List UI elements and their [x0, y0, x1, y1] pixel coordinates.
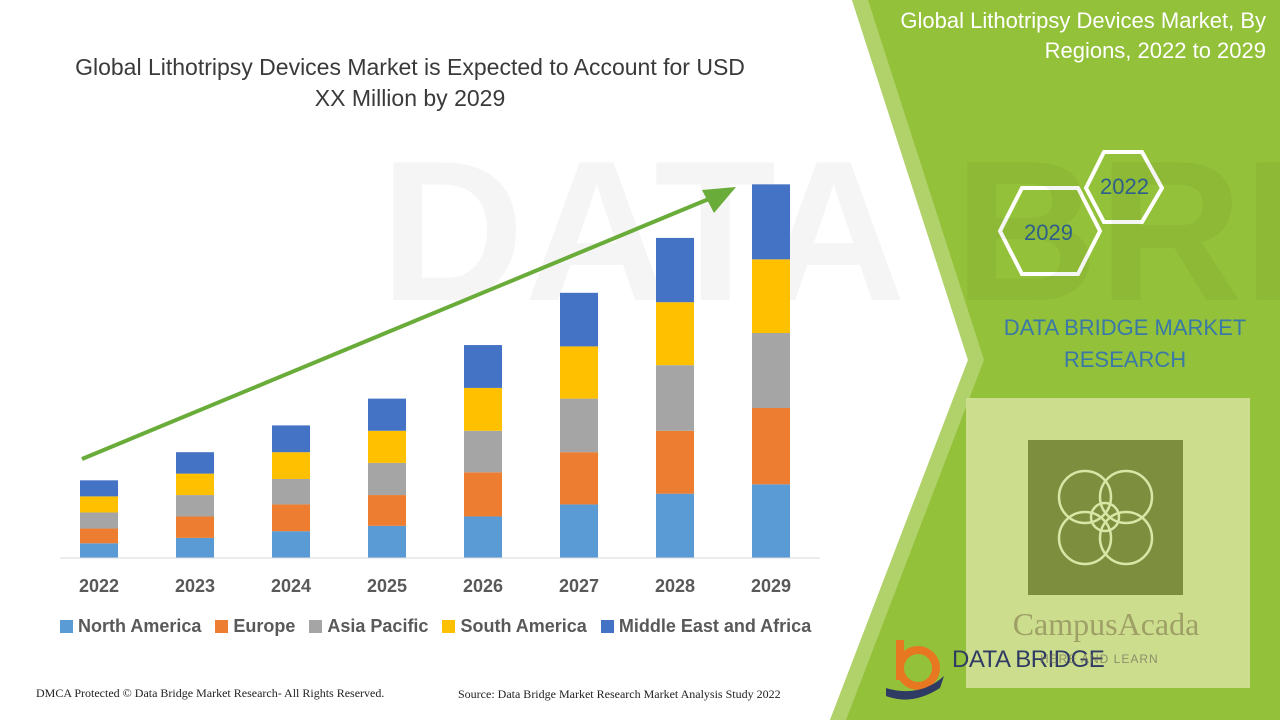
x-tick-label: 2026: [463, 576, 503, 596]
watermark-subtext: HERE AND LEARN: [1040, 652, 1159, 666]
bar-2022-asia-pacific: [80, 512, 118, 529]
x-tick-label: 2028: [655, 576, 695, 596]
legend-label: Middle East and Africa: [618, 616, 812, 636]
bar-2023-north-america: [176, 537, 214, 558]
pattern-tile: [1028, 440, 1183, 595]
chart-plot: [80, 184, 790, 558]
legend-swatch: [442, 620, 456, 633]
legend-swatch: [309, 620, 323, 633]
legend-swatch: [600, 620, 614, 633]
logo-text: DATA BRIDGE: [952, 646, 1105, 673]
bar-2025-asia-pacific: [368, 462, 406, 496]
bar-2026-south-america: [464, 387, 502, 431]
bar-2025-south-america: [368, 430, 406, 463]
legend-item-europe: Europe: [215, 616, 295, 637]
bar-2026-europe: [464, 472, 502, 517]
growth-arrow: [81, 187, 736, 461]
hexagon-2029: [997, 186, 1103, 276]
x-tick-labels: 2022 2023 2024 2025 2026 2027 2028 2029: [79, 576, 791, 596]
x-tick-label: 2022: [79, 576, 119, 596]
bar-2027-asia-pacific: [560, 398, 598, 453]
bar-2027-europe: [560, 452, 598, 505]
bar-2026-north-america: [464, 516, 502, 558]
bar-2023-middle-east-and-africa: [176, 452, 214, 474]
legend-swatch: [60, 620, 73, 633]
bar-2024-asia-pacific: [272, 478, 310, 505]
bar-2024-south-america: [272, 452, 310, 479]
watermark-text: CampusAcada: [1012, 606, 1200, 642]
bar-2027-south-america: [560, 346, 598, 399]
data-bridge-logo-icon: [886, 640, 944, 700]
hex-label-2029: 2029: [1024, 220, 1073, 245]
bar-2025-middle-east-and-africa: [368, 398, 406, 431]
bar-2028-north-america: [656, 493, 694, 558]
bar-2027-north-america: [560, 504, 598, 558]
legend-label: Asia Pacific: [327, 616, 429, 636]
bar-2023-europe: [176, 516, 214, 538]
legend-item-north-america: North America: [60, 616, 201, 637]
bar-2025-europe: [368, 495, 406, 526]
bar-2022-north-america: [80, 543, 118, 558]
bar-2028-south-america: [656, 302, 694, 366]
chart-legend: North America Europe Asia Pacific South …: [60, 616, 840, 637]
bar-2026-asia-pacific: [464, 430, 502, 473]
x-tick-label: 2024: [271, 576, 311, 596]
brand-name: DATA BRIDGE MARKET RESEARCH: [1003, 315, 1247, 372]
bar-2028-middle-east-and-africa: [656, 237, 694, 303]
legend-label: North America: [78, 616, 202, 636]
legend-item-middle-east-africa: Middle East and Africa: [600, 616, 812, 637]
bar-2027-middle-east-and-africa: [560, 292, 598, 347]
bar-2022-europe: [80, 528, 118, 544]
side-panel-title: Global Lithotripsy Devices Market, By Re…: [900, 8, 1266, 63]
source-text: Source: Data Bridge Market Research Mark…: [458, 687, 781, 701]
bar-2024-europe: [272, 504, 310, 532]
bar-2029-asia-pacific: [752, 333, 790, 408]
pattern-motif: [1057, 469, 1154, 566]
x-tick-label: 2023: [175, 576, 215, 596]
bar-2024-north-america: [272, 531, 310, 558]
bar-2029-middle-east-and-africa: [752, 184, 790, 260]
hex-label-2022: 2022: [1100, 174, 1149, 199]
bar-2029-north-america: [752, 484, 790, 558]
bar-2022-middle-east-and-africa: [80, 480, 118, 497]
bar-2024-middle-east-and-africa: [272, 425, 310, 453]
legend-label: South America: [460, 616, 587, 636]
bar-2028-europe: [656, 430, 694, 494]
bar-2022-south-america: [80, 496, 118, 513]
bar-2029-south-america: [752, 259, 790, 333]
x-tick-label: 2027: [559, 576, 599, 596]
legend-swatch: [215, 620, 229, 633]
bar-2028-asia-pacific: [656, 365, 694, 431]
bar-2023-south-america: [176, 473, 214, 496]
bar-2026-middle-east-and-africa: [464, 345, 502, 388]
hexagon-2022: [1083, 150, 1165, 224]
x-tick-label: 2029: [751, 576, 791, 596]
chart-watermark: DATA BRIDGE: [380, 120, 1280, 343]
x-tick-label: 2025: [367, 576, 407, 596]
chart-title: Global Lithotripsy Devices Market is Exp…: [75, 54, 745, 111]
copyright-text: DMCA Protected © Data Bridge Market Rese…: [36, 686, 385, 700]
bar-2023-asia-pacific: [176, 495, 214, 517]
legend-label: Europe: [233, 616, 296, 636]
legend-item-south-america: South America: [442, 616, 587, 637]
side-panel-edge: [830, 0, 984, 720]
legend-item-asia-pacific: Asia Pacific: [309, 616, 428, 637]
bar-2025-north-america: [368, 525, 406, 558]
bar-2029-europe: [752, 408, 790, 485]
